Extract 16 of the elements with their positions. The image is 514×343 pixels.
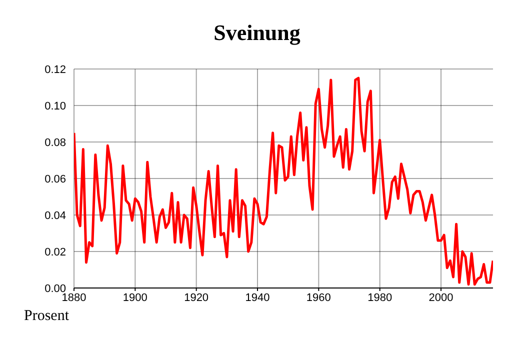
y-tick-label: 0.12 (44, 64, 66, 76)
x-tick-label: 1880 (62, 292, 86, 304)
y-tick-label: 0.08 (44, 136, 66, 149)
x-tick-label: 1920 (184, 292, 209, 304)
chart-title: Sveinung (212, 20, 302, 46)
y-axis-title: Prosent (24, 308, 69, 325)
x-tick-label: 1980 (368, 292, 392, 304)
x-tick-label: 2000 (428, 292, 454, 304)
x-tick-label: 1960 (306, 292, 331, 304)
y-tick-label: 0.06 (44, 173, 66, 186)
y-tick-label: 0.02 (44, 246, 66, 258)
x-tick-label: 1940 (245, 292, 270, 304)
y-tick-label: 0.04 (44, 210, 66, 222)
y-tick-label: 0.10 (44, 100, 66, 112)
line-series (74, 76, 493, 286)
x-tick-label: 1900 (122, 292, 148, 304)
